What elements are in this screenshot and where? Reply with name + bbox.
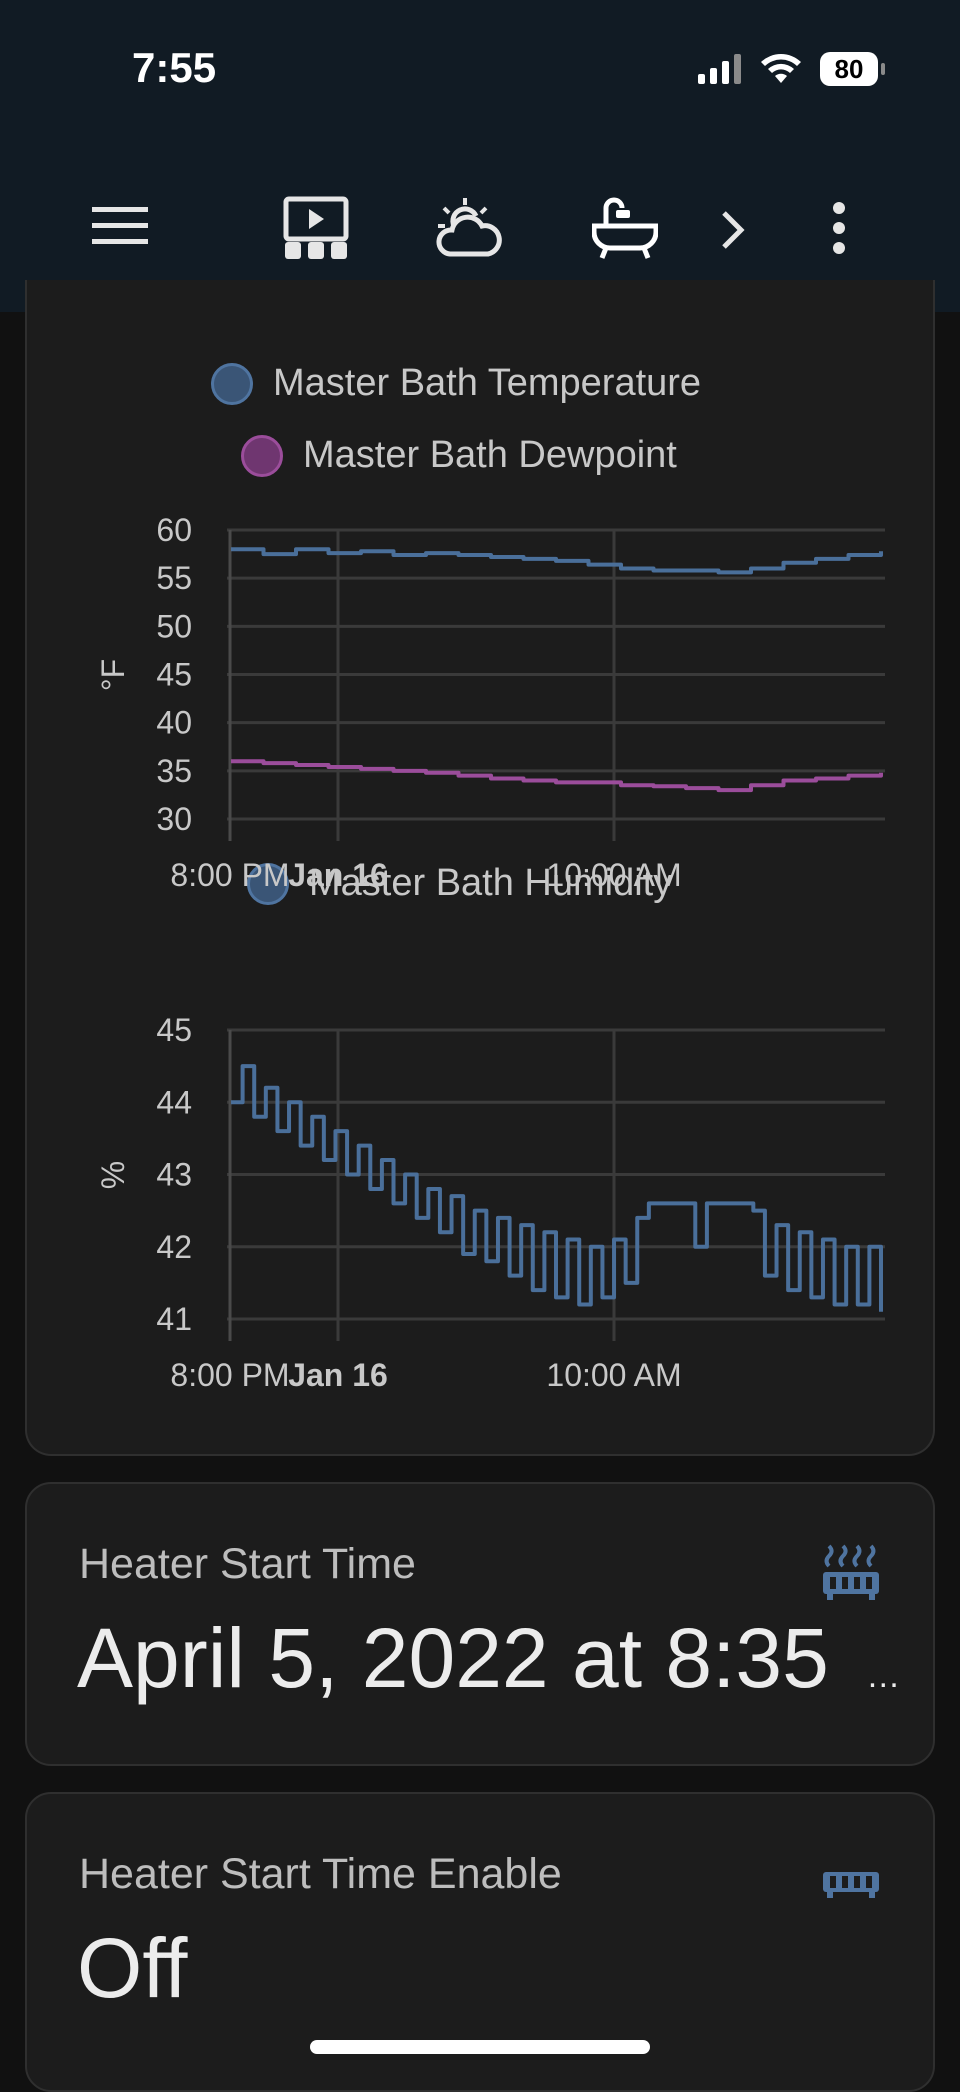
- legend-dot: [211, 362, 253, 405]
- wifi-icon: [761, 54, 801, 83]
- y-tick-label: 45: [156, 657, 192, 693]
- x-tick-label: Jan 16: [288, 857, 388, 893]
- series-line-1: [231, 547, 883, 575]
- legend-item-dewpoint[interactable]: Master Bath Dewpoint: [241, 434, 677, 477]
- bathtub-icon[interactable]: [592, 196, 658, 260]
- y-tick-label: 44: [156, 1084, 192, 1120]
- y-tick-label: 55: [156, 560, 192, 596]
- home-indicator: [310, 2040, 650, 2054]
- radiator-off-icon: [823, 1872, 879, 1898]
- more-vert-icon[interactable]: [830, 202, 848, 254]
- entity-value: Off: [77, 1921, 188, 2015]
- history-graph-card: Master Bath Temperature Master Bath Dewp…: [25, 280, 935, 1456]
- y-tick-label: 35: [156, 753, 192, 789]
- x-tick-label: 10:00 AM: [546, 857, 681, 893]
- y-axis-label: %: [95, 1161, 131, 1189]
- entity-name: Heater Start Time: [79, 1540, 416, 1588]
- x-tick-label: 8:00 PM: [170, 857, 289, 893]
- entity-value-text: April 5, 2022 at 8:35: [77, 1611, 829, 1705]
- status-icons: 80: [698, 52, 885, 86]
- series-line-2: [231, 759, 883, 793]
- x-tick-label: 8:00 PM: [170, 1357, 289, 1393]
- legend-label: Master Bath Humidity: [309, 862, 673, 904]
- y-tick-label: 40: [156, 705, 192, 741]
- entity-name: Heater Start Time Enable: [79, 1850, 562, 1898]
- y-tick-label: 50: [156, 608, 192, 644]
- weather-icon[interactable]: [436, 196, 502, 262]
- legend-label: Master Bath Dewpoint: [303, 434, 677, 476]
- y-tick-label: 41: [156, 1301, 192, 1337]
- legend-dot: [241, 434, 283, 477]
- y-tick-label: 60: [156, 512, 192, 548]
- battery-indicator: 80: [820, 52, 885, 86]
- entity-value: April 5, 2022 at 8:35 …: [77, 1610, 900, 1707]
- media-icon[interactable]: [282, 196, 350, 260]
- legend-item-temperature[interactable]: Master Bath Temperature: [211, 362, 701, 405]
- series-line-1: [231, 1064, 883, 1312]
- entity-card-heater-start-time[interactable]: Heater Start Time April 5, 2022 at 8:35 …: [25, 1482, 935, 1766]
- chevron-right-icon[interactable]: [720, 210, 746, 250]
- menu-icon[interactable]: [92, 205, 148, 245]
- legend-label: Master Bath Temperature: [273, 362, 702, 404]
- app-header: 7:55 80: [0, 0, 960, 312]
- truncation-ellipsis: …: [866, 1657, 901, 1695]
- y-tick-label: 45: [156, 1012, 192, 1048]
- radiator-icon: [823, 1544, 879, 1600]
- y-tick-label: 43: [156, 1157, 192, 1193]
- x-tick-label: 10:00 AM: [546, 1357, 681, 1393]
- x-tick-label: Jan 16: [288, 1357, 388, 1393]
- status-time: 7:55: [132, 44, 217, 91]
- legend-item-humidity[interactable]: Master Bath Humidity: [247, 862, 672, 905]
- y-tick-label: 30: [156, 801, 192, 837]
- y-tick-label: 42: [156, 1229, 192, 1265]
- signal-icon: [698, 54, 741, 84]
- legend-dot: [247, 862, 289, 905]
- y-axis-label: °F: [95, 659, 131, 691]
